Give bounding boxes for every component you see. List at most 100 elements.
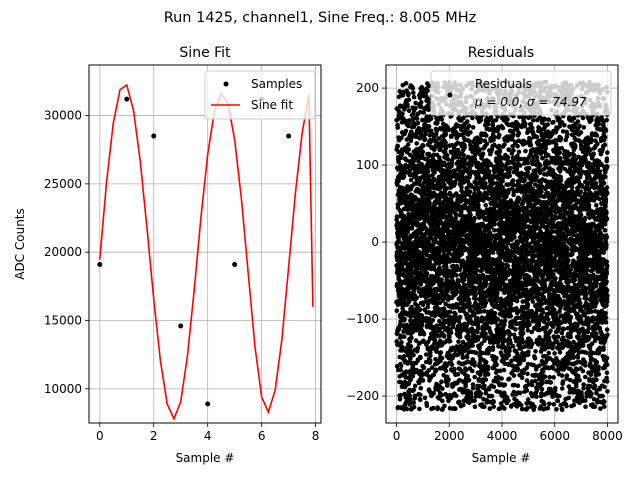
residual-point bbox=[403, 81, 409, 86]
residual-point bbox=[401, 173, 407, 179]
residual-point bbox=[421, 143, 426, 148]
residual-point bbox=[396, 149, 402, 155]
residual-point bbox=[483, 202, 489, 208]
sine-fit-ytick-label: 25000 bbox=[44, 177, 82, 191]
residual-point bbox=[413, 338, 419, 343]
residual-point bbox=[399, 210, 404, 216]
residual-point bbox=[414, 116, 420, 121]
residual-point bbox=[491, 404, 497, 409]
sine-fit-title: Sine Fit bbox=[179, 45, 231, 61]
residual-point bbox=[494, 355, 499, 361]
residual-point bbox=[407, 168, 413, 173]
residual-point bbox=[521, 357, 527, 363]
residual-point bbox=[483, 300, 489, 306]
residual-point bbox=[417, 406, 422, 412]
residual-point bbox=[453, 212, 459, 217]
residual-point bbox=[519, 375, 525, 381]
residuals-plot: Residuals 0 2000 4000 6000 8000−200−10001002… bbox=[346, 45, 623, 465]
residual-point bbox=[405, 104, 410, 109]
residual-point bbox=[415, 345, 421, 351]
residual-point bbox=[406, 299, 412, 305]
residual-point bbox=[416, 319, 422, 324]
residual-point bbox=[483, 331, 488, 337]
residual-point bbox=[411, 94, 417, 100]
residual-point bbox=[406, 286, 411, 292]
residual-point bbox=[457, 314, 463, 320]
residual-point bbox=[413, 105, 418, 111]
residual-point bbox=[420, 149, 426, 155]
sine-fit-xlabel: Sample # bbox=[176, 451, 235, 465]
residual-point bbox=[492, 221, 497, 227]
residual-point bbox=[489, 393, 495, 399]
residual-point bbox=[467, 138, 472, 144]
residual-point bbox=[516, 149, 522, 155]
residual-point bbox=[439, 117, 445, 122]
residual-point bbox=[502, 318, 508, 324]
residual-point bbox=[422, 173, 427, 178]
residual-point bbox=[416, 322, 422, 328]
residual-point bbox=[507, 332, 513, 337]
sine-fit-axes-frame bbox=[88, 64, 322, 424]
residual-point bbox=[466, 378, 472, 383]
residual-point bbox=[411, 198, 416, 204]
residual-point bbox=[515, 366, 520, 371]
sine-fit-ytick-label: 15000 bbox=[44, 314, 82, 328]
residual-point bbox=[452, 243, 458, 248]
residual-point bbox=[487, 406, 493, 411]
residual-point bbox=[502, 142, 507, 148]
residual-point bbox=[406, 123, 411, 129]
residual-point bbox=[397, 397, 403, 402]
residual-point bbox=[407, 339, 413, 344]
residual-point bbox=[407, 120, 412, 125]
legend-samples-label: Samples bbox=[251, 77, 302, 91]
sine-fit-xtick-label: 0 bbox=[96, 429, 104, 443]
residual-point bbox=[511, 148, 516, 153]
residual-point bbox=[447, 309, 453, 315]
residual-point bbox=[440, 386, 445, 391]
residual-point bbox=[402, 107, 407, 112]
residual-point bbox=[510, 178, 516, 183]
residual-point bbox=[499, 376, 504, 381]
residual-point bbox=[462, 143, 467, 148]
residual-point bbox=[408, 397, 413, 402]
residual-point bbox=[431, 390, 436, 396]
residual-point bbox=[416, 159, 421, 164]
residual-point bbox=[401, 334, 407, 339]
residual-point bbox=[449, 362, 455, 368]
residual-point bbox=[418, 355, 423, 361]
residual-point bbox=[482, 383, 487, 389]
residual-point bbox=[417, 307, 423, 313]
residual-point bbox=[424, 271, 430, 276]
residual-point bbox=[432, 337, 438, 343]
residual-point bbox=[492, 134, 497, 140]
residual-point bbox=[472, 374, 478, 380]
figure-suptitle: Run 1425, channel1, Sine Freq.: 8.005 MH… bbox=[164, 10, 477, 26]
residual-point bbox=[435, 406, 441, 412]
residual-point bbox=[433, 367, 439, 373]
residual-point bbox=[418, 135, 423, 140]
residual-point bbox=[408, 344, 414, 349]
residual-point bbox=[506, 147, 512, 153]
residual-point bbox=[448, 330, 454, 336]
residual-point bbox=[456, 339, 461, 345]
residual-point bbox=[399, 348, 405, 353]
residual-point bbox=[464, 355, 470, 360]
sample-point bbox=[124, 96, 130, 102]
residual-point bbox=[397, 89, 403, 94]
residual-point bbox=[394, 364, 400, 369]
residual-point bbox=[461, 277, 467, 283]
sample-point bbox=[286, 133, 292, 139]
residual-point bbox=[507, 376, 512, 382]
residual-point bbox=[500, 261, 505, 267]
residual-point bbox=[396, 159, 402, 165]
residual-point bbox=[399, 340, 404, 345]
residual-point bbox=[421, 365, 427, 371]
residual-point bbox=[401, 353, 407, 359]
residuals-title: Residuals bbox=[468, 45, 534, 61]
residual-point bbox=[403, 128, 409, 134]
residual-point bbox=[419, 323, 425, 328]
residual-point bbox=[472, 215, 477, 221]
residual-point bbox=[515, 143, 520, 149]
residual-point bbox=[406, 147, 412, 152]
residual-point bbox=[472, 404, 478, 410]
